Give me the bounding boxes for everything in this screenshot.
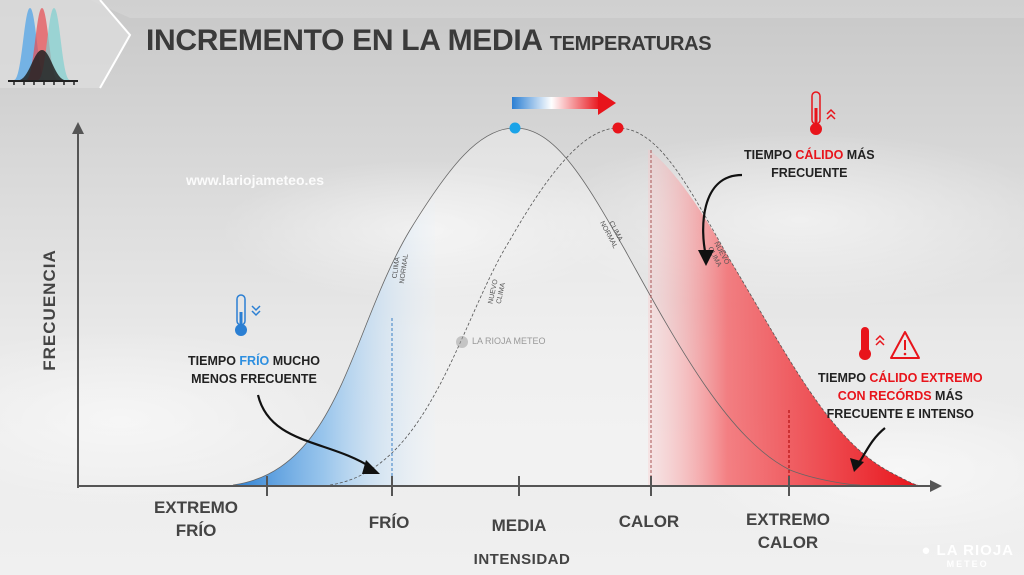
thermometer-extreme-icon [859, 327, 885, 360]
warm-tail-fill [648, 148, 918, 485]
frio-pointer-arrow [256, 394, 373, 469]
page-title: INCREMENTO EN LA MEDIA TEMPERATURAS [146, 24, 712, 58]
xcat-extremo-calor: EXTREMO CALOR [745, 510, 831, 552]
warning-icon [890, 331, 920, 359]
annotation-frio-highlight: FRÍO [239, 354, 270, 368]
y-axis-label: FRECUENCIA [40, 249, 59, 371]
new-peak-dot [612, 122, 624, 134]
curve-label-nuevo-a: NUEVOCLIMA [488, 278, 508, 306]
cold-tail-fill [233, 196, 435, 485]
xcat-media: MEDIA [491, 516, 547, 535]
normal-peak-dot [509, 122, 521, 134]
extremo-pointer-arrow [857, 427, 886, 465]
annotation-extremo-highlight: CÁLIDO EXTREMO [869, 371, 983, 385]
annotation-calido: TIEMPO CÁLIDO MÁS FRECUENTE [744, 148, 875, 180]
center-brand-icon [456, 336, 468, 348]
title-main: INCREMENTO EN LA MEDIA [146, 24, 542, 57]
header-logo-icon [0, 0, 132, 89]
watermark-url: www.lariojameteo.es [186, 172, 324, 188]
thermometer-hot-icon [810, 91, 836, 135]
annotation-calido-highlight: CÁLIDO [795, 148, 844, 162]
brand-logo-icon: ● [921, 542, 932, 559]
calido-pointer-arrow [702, 173, 743, 257]
xcat-calor: CALOR [618, 512, 680, 531]
annotation-extremo: TIEMPO CÁLIDO EXTREMO CON RECÓRDS MÁS FR… [818, 371, 983, 421]
x-ticks [266, 476, 790, 496]
x-axis-label: INTENSIDAD [473, 551, 571, 568]
arrow-right-icon [512, 91, 616, 115]
xcat-frio: FRÍO [368, 513, 410, 532]
xcat-extremo-frio: EXTREMO FRÍO [153, 498, 239, 540]
thermometer-cold-icon [235, 294, 261, 336]
curve-label-normal-a: CLIMANORMAL [391, 252, 410, 284]
title-sub: TEMPERATURAS [549, 33, 712, 55]
brand-logo-bottom-right: ● LA RIOJA METEO [921, 542, 1014, 569]
normal-climate-curve [232, 127, 861, 486]
annotation-frio: TIEMPO FRÍO MUCHO MENOS FRECUENTE [188, 354, 320, 386]
center-brand-text: LA RIOJA METEO [472, 336, 546, 346]
